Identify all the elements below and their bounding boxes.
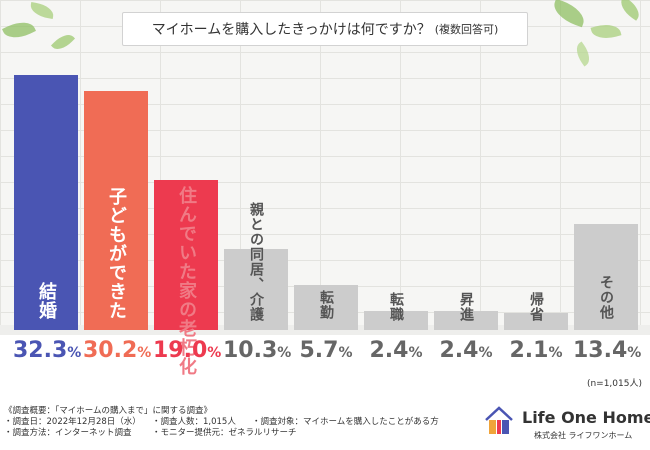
bar-label-5: 転勤 xyxy=(318,290,334,320)
pct-unit: % xyxy=(627,345,642,361)
chart-title-main: マイホームを購入したきっかけは何ですか？ xyxy=(151,22,431,38)
pct-label-1: 32.3% xyxy=(13,336,82,368)
percentage-labels: 32.3% 30.2% 19.0% 10.3% 5.7% 2.4% 2.4% 2.1% 13.4… xyxy=(0,336,650,366)
sample-size-note: (n=1,015人) xyxy=(586,379,642,389)
pct-value: 13.4 xyxy=(573,338,628,363)
bar-6 xyxy=(364,311,428,330)
house-logo-icon xyxy=(485,406,513,434)
bar-4 xyxy=(224,248,288,330)
bar-7 xyxy=(434,311,498,330)
bar-3 xyxy=(154,179,218,330)
pct-label-6: 2.4% xyxy=(363,336,429,368)
bar-label-6: 転職 xyxy=(388,292,404,322)
pct-value: 2.4 xyxy=(369,338,409,363)
pct-unit: % xyxy=(207,345,222,361)
pct-label-4: 10.3% xyxy=(223,336,292,368)
pct-value: 2.4 xyxy=(439,338,479,363)
pct-value: 32.3 xyxy=(13,338,68,363)
pct-value: 2.1 xyxy=(509,338,549,363)
pct-label-7: 2.4% xyxy=(433,336,499,368)
pct-unit: % xyxy=(548,345,563,361)
pct-value: 10.3 xyxy=(223,338,278,363)
bar-chart: 結婚 子どもができた 住んでいた家の老朽化 親との同居、介護転勤 転職 昇進 帰省 その他 xyxy=(14,74,638,376)
survey-respondents: ・調査人数：1,015人 xyxy=(152,417,236,427)
survey-heading: 《調査概要：「マイホームの購入まで」に関する調査》 xyxy=(4,406,212,416)
pct-label-3: 19.0% xyxy=(153,336,222,368)
pct-unit: % xyxy=(137,345,152,361)
baseline-floor xyxy=(0,325,650,335)
survey-date: ・調査日：2022年12月28日（水） xyxy=(4,417,141,427)
bar-label-4: 親との同居、介護 xyxy=(248,202,264,322)
pct-unit: % xyxy=(478,345,493,361)
bar-1 xyxy=(14,74,78,330)
company-name: 株式会社 ライフワンホーム xyxy=(534,431,633,440)
bar-label-2: 子どもができた xyxy=(106,187,127,320)
pct-value: 19.0 xyxy=(153,338,208,363)
chart-title-sub: (複数回答可) xyxy=(434,23,499,36)
pct-label-5: 5.7% xyxy=(293,336,359,368)
bar-2 xyxy=(84,91,148,330)
survey-overview: 《調査概要：「マイホームの購入まで」に関する調査》 ・調査日：2022年12月2… xyxy=(4,406,464,439)
pct-value: 30.2 xyxy=(83,338,138,363)
survey-target: ・調査対象：マイホームを購入したことがある方 xyxy=(252,417,439,427)
bar-label-8: 帰省 xyxy=(528,292,544,322)
survey-provider: ・モニター提供元：ゼネラルリサーチ xyxy=(152,428,297,438)
pct-label-9: 13.4% xyxy=(573,336,642,368)
survey-method: ・調査方法：インターネット調査 xyxy=(4,428,132,438)
bar-label-1: 結婚 xyxy=(36,282,57,320)
pct-unit: % xyxy=(67,345,82,361)
chart-title: マイホームを購入したきっかけは何ですか？ (複数回答可) xyxy=(122,12,528,46)
bar-label-7: 昇進 xyxy=(458,292,474,322)
pct-value: 5.7 xyxy=(299,338,339,363)
pct-label-8: 2.1% xyxy=(503,336,569,368)
pct-label-2: 30.2% xyxy=(83,336,152,368)
pct-unit: % xyxy=(408,345,423,361)
bar-8 xyxy=(504,313,568,330)
bar-label-3: 住んでいた家の老朽化 xyxy=(176,185,197,376)
bar-9 xyxy=(574,224,638,330)
pct-unit: % xyxy=(277,345,292,361)
brand-name: Life One Home xyxy=(522,408,650,427)
bar-label-9: その他 xyxy=(598,275,614,320)
brand-logo: Life One Home 株式会社 ライフワンホーム xyxy=(482,404,650,444)
bar-5 xyxy=(294,284,358,330)
pct-unit: % xyxy=(338,345,353,361)
